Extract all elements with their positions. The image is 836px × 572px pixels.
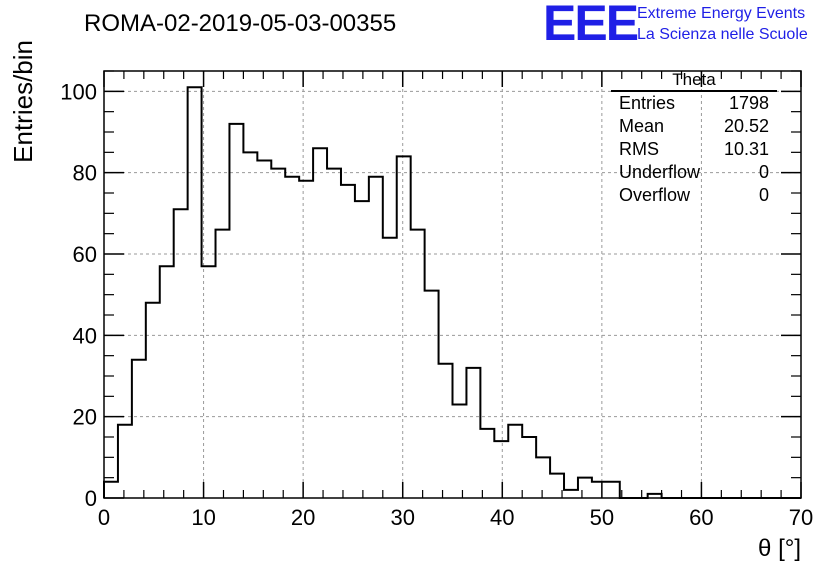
stats-value: 0	[758, 162, 769, 182]
stats-label: Mean	[619, 116, 665, 136]
x-tick-label: 40	[490, 505, 514, 530]
x-tick-label: 30	[390, 505, 414, 530]
stats-row-mean: Mean 20.52	[611, 115, 777, 138]
x-tick-label: 0	[98, 505, 110, 530]
stats-label: Entries	[619, 93, 676, 113]
stats-label: RMS	[619, 139, 659, 159]
chart-title: ROMA-02-2019-05-03-00355	[84, 10, 397, 37]
y-axis-label: Entries/bin	[8, 40, 38, 163]
stats-value: 0	[758, 185, 769, 205]
y-tick-label: 20	[73, 405, 97, 430]
stats-row-underflow: Underflow 0	[611, 161, 777, 184]
plot-frame	[103, 70, 802, 499]
stats-value: 10.31	[723, 139, 769, 159]
x-axis-label: θ [°]	[758, 535, 801, 562]
logo-line-1: Extreme Energy Events	[637, 5, 806, 22]
stats-label: Underflow	[619, 162, 701, 182]
stats-value: 1798	[728, 93, 769, 113]
y-tick-label: 40	[73, 323, 97, 348]
x-tick-label: 10	[191, 505, 215, 530]
y-tick-label: 80	[73, 161, 97, 186]
x-tick-label: 20	[291, 505, 315, 530]
stats-value: 20.52	[723, 116, 769, 136]
stats-row-entries: Entries 1798	[611, 92, 777, 115]
stats-row-overflow: Overflow 0	[611, 184, 777, 207]
stats-row-rms: RMS 10.31	[611, 138, 777, 161]
eee-logo: EEE	[543, 0, 639, 51]
y-tick-label: 60	[73, 242, 97, 267]
x-tick-label: 60	[689, 505, 713, 530]
x-tick-label: 70	[789, 505, 813, 530]
x-tick-label: 50	[590, 505, 614, 530]
logo-line-2: La Scienza nelle Scuole	[637, 26, 808, 43]
stats-label: Overflow	[619, 185, 691, 205]
stats-box: Theta Entries 1798 Mean 20.52 RMS 10.31 …	[611, 70, 777, 207]
y-tick-label: 0	[85, 486, 97, 511]
y-tick-label: 100	[60, 79, 97, 104]
stats-title: Theta	[611, 70, 777, 92]
